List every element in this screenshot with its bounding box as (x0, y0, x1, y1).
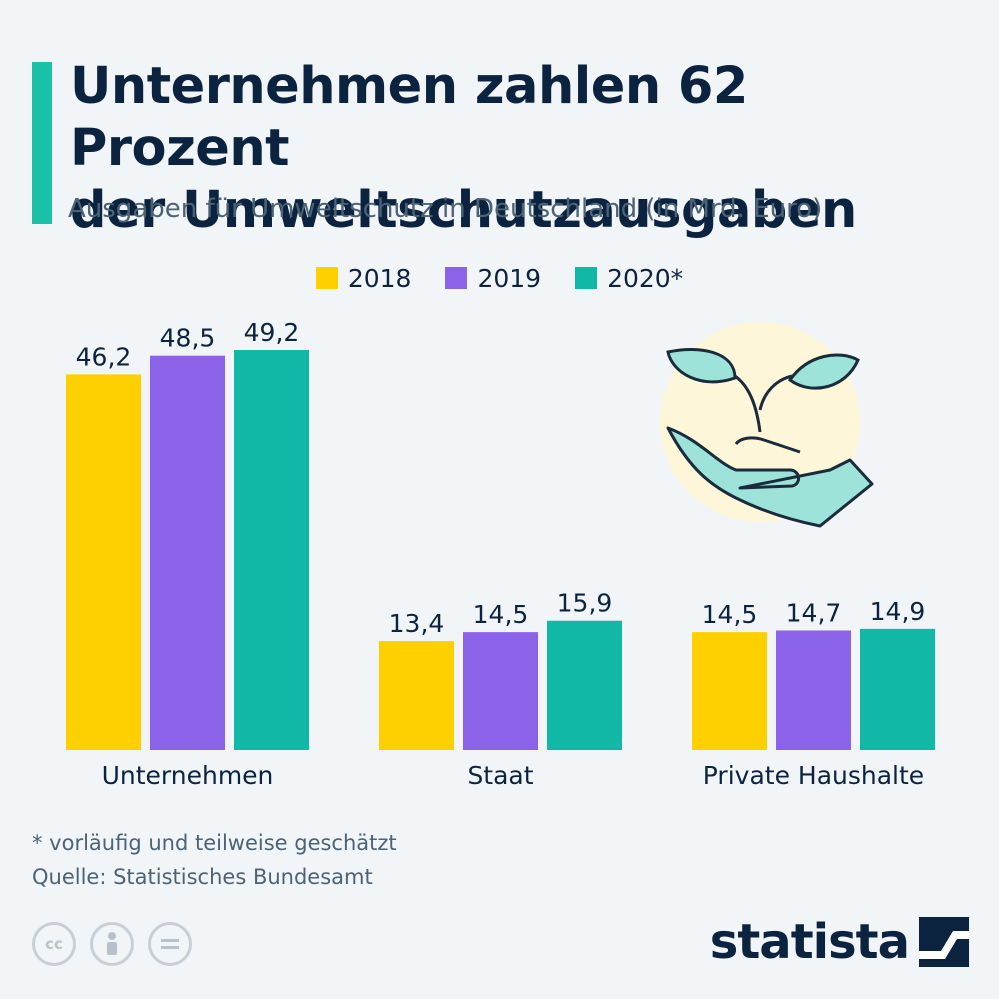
chart-subtitle: Ausgaben für Umweltschutz in Deutschland… (68, 194, 823, 224)
bar-private-haushalte-2020 (860, 628, 935, 750)
bar-staat-2019 (463, 632, 538, 750)
footnote-note: * vorläufig und teilweise geschätzt (32, 831, 397, 855)
brand-name: statista (709, 914, 910, 970)
statista-logo[interactable]: statista (710, 914, 969, 970)
plant-in-hand-icon (660, 322, 874, 528)
data-label-staat-2018: 13,4 (389, 609, 445, 638)
legend-item-2020: 2020* (575, 262, 683, 294)
data-label-unternehmen-2018: 46,2 (76, 342, 132, 371)
title-line-1: Unternehmen zahlen 62 Prozent (70, 57, 748, 178)
legend-swatch-2019 (445, 267, 468, 289)
bar-staat-2020 (547, 620, 622, 750)
title-accent-bar (32, 62, 52, 224)
footnote: * vorläufig und teilweise geschätzt Quel… (32, 826, 397, 894)
bar-unternehmen-2018 (66, 374, 141, 750)
data-label-private-haushalte-2020: 14,9 (870, 597, 926, 626)
category-label-unternehmen: Unternehmen (102, 761, 274, 790)
legend-item-2019: 2019 (445, 262, 541, 294)
data-label-unternehmen-2019: 48,5 (160, 324, 216, 353)
legend-label-2020: 2020* (607, 263, 684, 293)
bar-staat-2018 (379, 641, 454, 750)
cc-icon[interactable]: cc (32, 922, 76, 966)
statista-mark-icon (919, 917, 969, 967)
bar-unternehmen-2019 (150, 355, 225, 750)
title-line-2: der Umweltschutzausgaben (70, 181, 857, 240)
data-label-private-haushalte-2018: 14,5 (702, 600, 758, 629)
data-label-staat-2020: 15,9 (557, 589, 613, 618)
data-label-staat-2019: 14,5 (473, 600, 529, 629)
chart-title: Unternehmen zahlen 62 Prozent der Umwelt… (70, 56, 980, 242)
footnote-source: Quelle: Statistisches Bundesamt (32, 865, 373, 889)
data-label-private-haushalte-2019: 14,7 (786, 598, 842, 627)
category-label-staat: Staat (467, 761, 533, 790)
no-derivatives-icon[interactable] (148, 922, 192, 966)
attribution-icon[interactable] (90, 922, 134, 966)
license-icons: cc (32, 922, 192, 966)
category-label-private-haushalte: Private Haushalte (703, 761, 924, 790)
legend-item-2018: 2018 (315, 262, 412, 294)
bar-private-haushalte-2018 (692, 632, 767, 750)
legend: 2018 2019 2020* (0, 262, 999, 294)
bar-private-haushalte-2019 (776, 630, 851, 750)
legend-swatch-2020 (575, 267, 598, 289)
legend-swatch-2018 (315, 267, 338, 289)
legend-label-2018: 2018 (347, 263, 412, 293)
bar-unternehmen-2020 (234, 350, 309, 750)
data-label-unternehmen-2020: 49,2 (244, 318, 300, 347)
legend-label-2019: 2019 (477, 263, 542, 293)
